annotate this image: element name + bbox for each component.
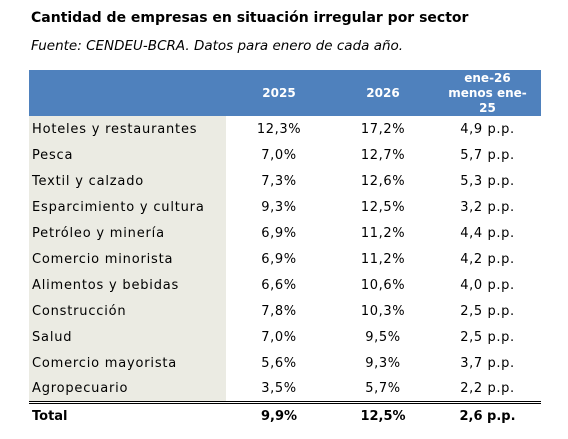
value-2025-cell: 9,3% bbox=[226, 194, 332, 220]
sector-table: 2025 2026 ene-26 menos ene-25 Hoteles y … bbox=[29, 70, 541, 430]
table-row: Comercio mayorista 5,6% 9,3% 3,7 p.p. bbox=[29, 350, 541, 376]
table-row: Petróleo y minería 6,9% 11,2% 4,4 p.p. bbox=[29, 220, 541, 246]
sector-name-cell: Pesca bbox=[29, 142, 226, 168]
value-2026-cell: 12,6% bbox=[332, 168, 434, 194]
table-row: Comercio minorista 6,9% 11,2% 4,2 p.p. bbox=[29, 246, 541, 272]
sector-name-cell: Agropecuario bbox=[29, 376, 226, 404]
value-2025-cell: 6,9% bbox=[226, 220, 332, 246]
table-row: Esparcimiento y cultura 9,3% 12,5% 3,2 p.p. bbox=[29, 194, 541, 220]
header-2025: 2025 bbox=[226, 70, 332, 116]
table-row: Alimentos y bebidas 6,6% 10,6% 4,0 p.p. bbox=[29, 272, 541, 298]
table-row: Salud 7,0% 9,5% 2,5 p.p. bbox=[29, 324, 541, 350]
table-body: Hoteles y restaurantes 12,3% 17,2% 4,9 p.p.… bbox=[29, 116, 541, 430]
diff-cell: 4,4 p.p. bbox=[434, 220, 541, 246]
table-row: Pesca 7,0% 12,7% 5,7 p.p. bbox=[29, 142, 541, 168]
header-sector bbox=[29, 70, 226, 116]
value-2025-cell: 6,9% bbox=[226, 246, 332, 272]
table-row: Hoteles y restaurantes 12,3% 17,2% 4,9 p.p. bbox=[29, 116, 541, 142]
sector-name-cell: Salud bbox=[29, 324, 226, 350]
sector-name-cell: Petróleo y minería bbox=[29, 220, 226, 246]
total-2026-cell: 12,5% bbox=[332, 402, 434, 430]
value-2026-cell: 9,3% bbox=[332, 350, 434, 376]
value-2025-cell: 5,6% bbox=[226, 350, 332, 376]
value-2026-cell: 12,5% bbox=[332, 194, 434, 220]
table-subtitle: Fuente: CENDEU-BCRA. Datos para enero de… bbox=[31, 38, 404, 54]
table-title: Cantidad de empresas en situación irregu… bbox=[31, 10, 469, 26]
diff-cell: 4,2 p.p. bbox=[434, 246, 541, 272]
value-2026-cell: 9,5% bbox=[332, 324, 434, 350]
diff-cell: 3,7 p.p. bbox=[434, 350, 541, 376]
sector-name-cell: Hoteles y restaurantes bbox=[29, 116, 226, 142]
value-2025-cell: 6,6% bbox=[226, 272, 332, 298]
value-2025-cell: 12,3% bbox=[226, 116, 332, 142]
value-2026-cell: 17,2% bbox=[332, 116, 434, 142]
sector-name-cell: Construcción bbox=[29, 298, 226, 324]
value-2026-cell: 12,7% bbox=[332, 142, 434, 168]
sector-name-cell: Esparcimiento y cultura bbox=[29, 194, 226, 220]
total-2025-cell: 9,9% bbox=[226, 402, 332, 430]
value-2025-cell: 7,0% bbox=[226, 324, 332, 350]
total-row: Total 9,9% 12,5% 2,6 p.p. bbox=[29, 402, 541, 430]
table-row: Textil y calzado 7,3% 12,6% 5,3 p.p. bbox=[29, 168, 541, 194]
table-header-row: 2025 2026 ene-26 menos ene-25 bbox=[29, 70, 541, 116]
value-2026-cell: 11,2% bbox=[332, 246, 434, 272]
header-diff: ene-26 menos ene-25 bbox=[434, 70, 541, 116]
sector-name-cell: Textil y calzado bbox=[29, 168, 226, 194]
diff-cell: 4,9 p.p. bbox=[434, 116, 541, 142]
table-row: Construcción 7,8% 10,3% 2,5 p.p. bbox=[29, 298, 541, 324]
diff-cell: 2,2 p.p. bbox=[434, 376, 541, 404]
value-2026-cell: 10,3% bbox=[332, 298, 434, 324]
sector-table-container: 2025 2026 ene-26 menos ene-25 Hoteles y … bbox=[29, 70, 541, 430]
value-2026-cell: 5,7% bbox=[332, 376, 434, 404]
total-diff-cell: 2,6 p.p. bbox=[434, 402, 541, 430]
value-2025-cell: 7,0% bbox=[226, 142, 332, 168]
diff-cell: 4,0 p.p. bbox=[434, 272, 541, 298]
diff-cell: 2,5 p.p. bbox=[434, 298, 541, 324]
total-label: Total bbox=[29, 402, 226, 430]
value-2025-cell: 7,3% bbox=[226, 168, 332, 194]
diff-cell: 3,2 p.p. bbox=[434, 194, 541, 220]
diff-cell: 2,5 p.p. bbox=[434, 324, 541, 350]
table-row: Agropecuario 3,5% 5,7% 2,2 p.p. bbox=[29, 376, 541, 404]
sector-name-cell: Comercio mayorista bbox=[29, 350, 226, 376]
value-2026-cell: 10,6% bbox=[332, 272, 434, 298]
value-2026-cell: 11,2% bbox=[332, 220, 434, 246]
sector-name-cell: Comercio minorista bbox=[29, 246, 226, 272]
diff-cell: 5,3 p.p. bbox=[434, 168, 541, 194]
header-2026: 2026 bbox=[332, 70, 434, 116]
value-2025-cell: 7,8% bbox=[226, 298, 332, 324]
value-2025-cell: 3,5% bbox=[226, 376, 332, 404]
diff-cell: 5,7 p.p. bbox=[434, 142, 541, 168]
header-diff-label: ene-26 menos ene-25 bbox=[448, 70, 527, 115]
sector-name-cell: Alimentos y bebidas bbox=[29, 272, 226, 298]
